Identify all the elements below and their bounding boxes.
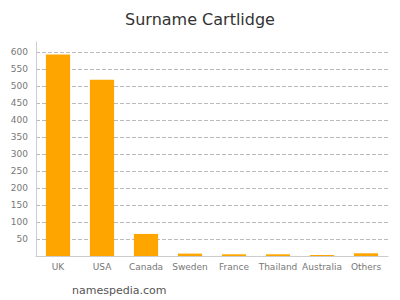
svg-text:Others: Others: [351, 262, 382, 272]
svg-text:250: 250: [11, 166, 28, 176]
svg-text:UK: UK: [52, 262, 66, 272]
svg-text:300: 300: [11, 149, 28, 159]
svg-text:550: 550: [11, 64, 28, 74]
svg-text:Thailand: Thailand: [258, 262, 298, 272]
svg-text:USA: USA: [93, 262, 112, 272]
svg-text:namespedia.com: namespedia.com: [72, 284, 166, 297]
svg-text:500: 500: [11, 81, 28, 91]
svg-text:Canada: Canada: [129, 262, 163, 272]
svg-text:Surname Cartlidge: Surname Cartlidge: [125, 10, 275, 29]
svg-text:Sweden: Sweden: [172, 262, 208, 272]
svg-text:350: 350: [11, 132, 28, 142]
svg-text:400: 400: [11, 115, 28, 125]
svg-text:150: 150: [11, 200, 28, 210]
svg-text:100: 100: [11, 217, 28, 227]
svg-text:France: France: [219, 262, 249, 272]
svg-text:50: 50: [17, 234, 29, 244]
svg-text:Australia: Australia: [302, 262, 342, 272]
svg-text:450: 450: [11, 98, 28, 108]
svg-text:600: 600: [11, 47, 28, 57]
svg-text:200: 200: [11, 183, 28, 193]
